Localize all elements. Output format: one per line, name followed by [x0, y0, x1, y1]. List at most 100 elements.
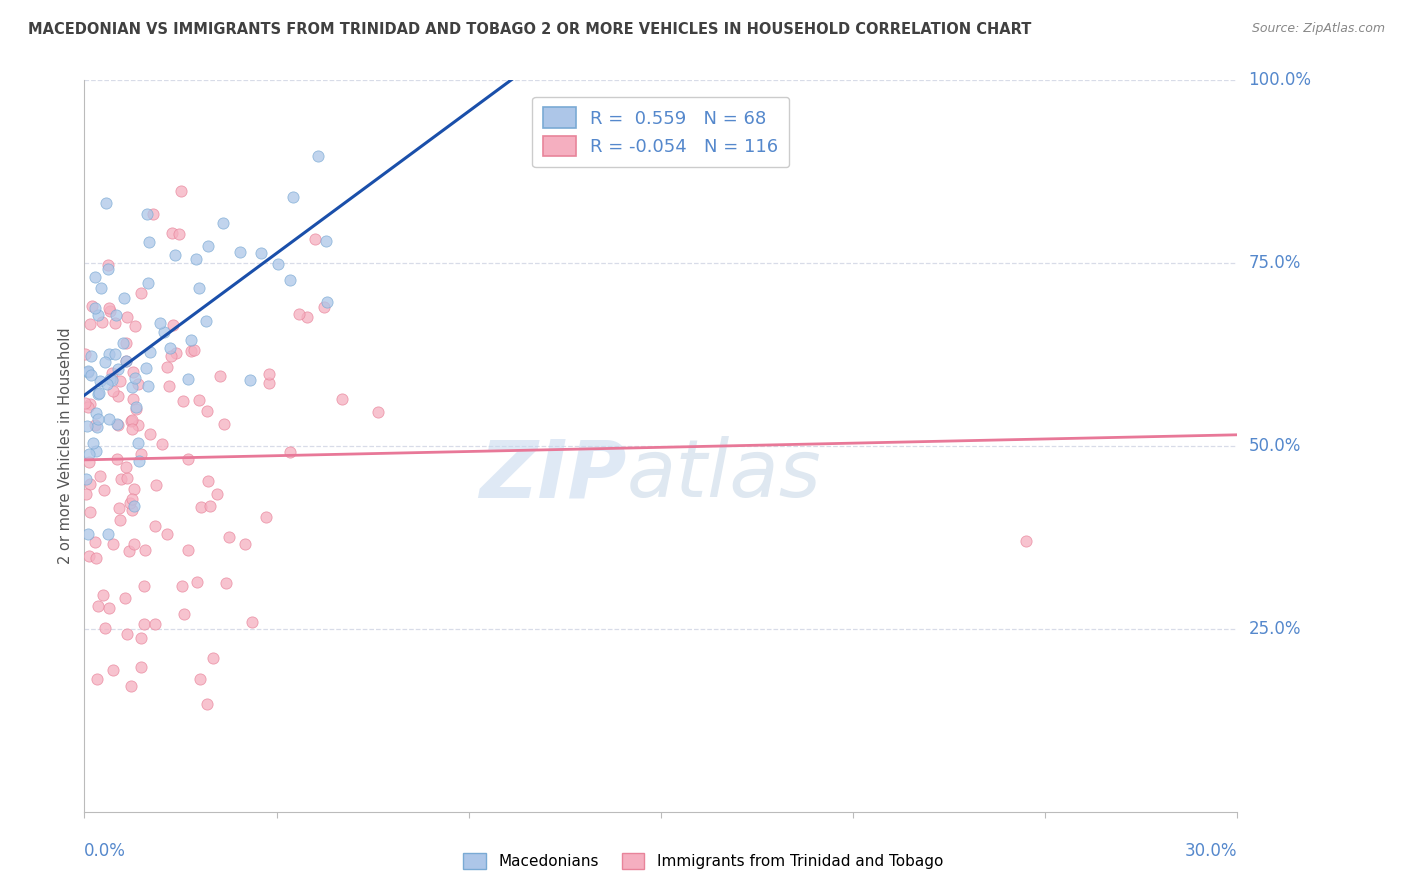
Point: [80, 349, 103, 363]
Point: [87, 599, 110, 613]
Point: [121, 392, 143, 406]
Point: [84, 551, 107, 566]
Point: [125, 401, 148, 416]
Point: [205, 487, 228, 501]
Point: [89, 386, 111, 401]
Point: [136, 277, 159, 291]
Point: [112, 336, 135, 351]
Text: atlas: atlas: [626, 436, 821, 515]
Point: [131, 631, 153, 645]
Point: [84, 406, 107, 420]
Point: [114, 291, 136, 305]
Point: [307, 149, 329, 163]
Point: [103, 663, 125, 677]
Point: [160, 226, 183, 240]
Point: [122, 364, 145, 378]
Point: [215, 576, 238, 591]
Point: [120, 414, 142, 428]
Point: [77, 447, 100, 461]
Point: [91, 315, 114, 329]
Point: [73, 396, 96, 410]
Point: [195, 313, 218, 327]
Point: [187, 281, 209, 295]
Point: [79, 505, 101, 519]
Point: [143, 518, 166, 533]
Text: 0.0%: 0.0%: [84, 842, 127, 860]
Point: [240, 615, 263, 629]
Point: [89, 374, 111, 388]
Point: [127, 436, 149, 450]
Point: [80, 368, 103, 383]
Point: [136, 378, 159, 392]
Point: [131, 447, 153, 461]
Point: [188, 393, 211, 408]
Point: [165, 248, 187, 262]
Point: [190, 500, 212, 514]
Point: [105, 417, 128, 431]
Point: [267, 257, 290, 271]
Point: [180, 343, 202, 358]
Point: [115, 627, 138, 641]
Point: [121, 491, 143, 506]
Point: [108, 513, 131, 527]
Point: [218, 530, 240, 544]
Point: [278, 272, 301, 286]
Point: [249, 245, 271, 260]
Point: [103, 316, 125, 330]
Point: [212, 417, 235, 431]
Point: [114, 591, 136, 605]
Point: [138, 235, 160, 250]
Point: [121, 380, 143, 394]
Legend: Macedonians, Immigrants from Trinidad and Tobago: Macedonians, Immigrants from Trinidad an…: [457, 847, 949, 875]
Point: [77, 365, 100, 379]
Point: [87, 412, 110, 426]
Point: [229, 244, 252, 259]
Point: [177, 451, 200, 466]
Point: [107, 390, 129, 404]
Point: [197, 239, 219, 253]
Point: [170, 184, 193, 198]
Point: [143, 617, 166, 632]
Point: [281, 189, 304, 203]
Point: [98, 347, 121, 361]
Point: [312, 300, 335, 314]
Point: [188, 672, 211, 686]
Point: [83, 270, 105, 285]
Point: [101, 366, 124, 380]
Point: [84, 418, 107, 433]
Point: [108, 375, 131, 389]
Point: [132, 616, 155, 631]
Point: [256, 509, 278, 524]
Point: [101, 537, 124, 551]
Point: [134, 542, 156, 557]
Point: [202, 651, 225, 665]
Point: [180, 333, 202, 347]
Point: [1015, 533, 1038, 548]
Text: 100.0%: 100.0%: [1249, 71, 1312, 89]
Point: [104, 309, 127, 323]
Point: [124, 370, 146, 384]
Point: [79, 476, 101, 491]
Point: [128, 453, 150, 467]
Text: 75.0%: 75.0%: [1249, 254, 1301, 272]
Point: [156, 527, 179, 541]
Text: 25.0%: 25.0%: [1249, 620, 1301, 638]
Point: [90, 281, 112, 295]
Point: [172, 393, 194, 408]
Point: [233, 537, 256, 551]
Point: [96, 377, 118, 392]
Point: [173, 607, 195, 621]
Point: [159, 349, 181, 363]
Point: [367, 404, 389, 418]
Point: [107, 362, 129, 376]
Point: [97, 262, 120, 277]
Point: [127, 376, 149, 391]
Point: [156, 360, 179, 375]
Point: [198, 499, 221, 513]
Point: [239, 373, 262, 387]
Point: [87, 386, 110, 401]
Point: [77, 455, 100, 469]
Point: [176, 372, 198, 386]
Text: MACEDONIAN VS IMMIGRANTS FROM TRINIDAD AND TOBAGO 2 OR MORE VEHICLES IN HOUSEHOL: MACEDONIAN VS IMMIGRANTS FROM TRINIDAD A…: [28, 22, 1032, 37]
Point: [118, 496, 141, 510]
